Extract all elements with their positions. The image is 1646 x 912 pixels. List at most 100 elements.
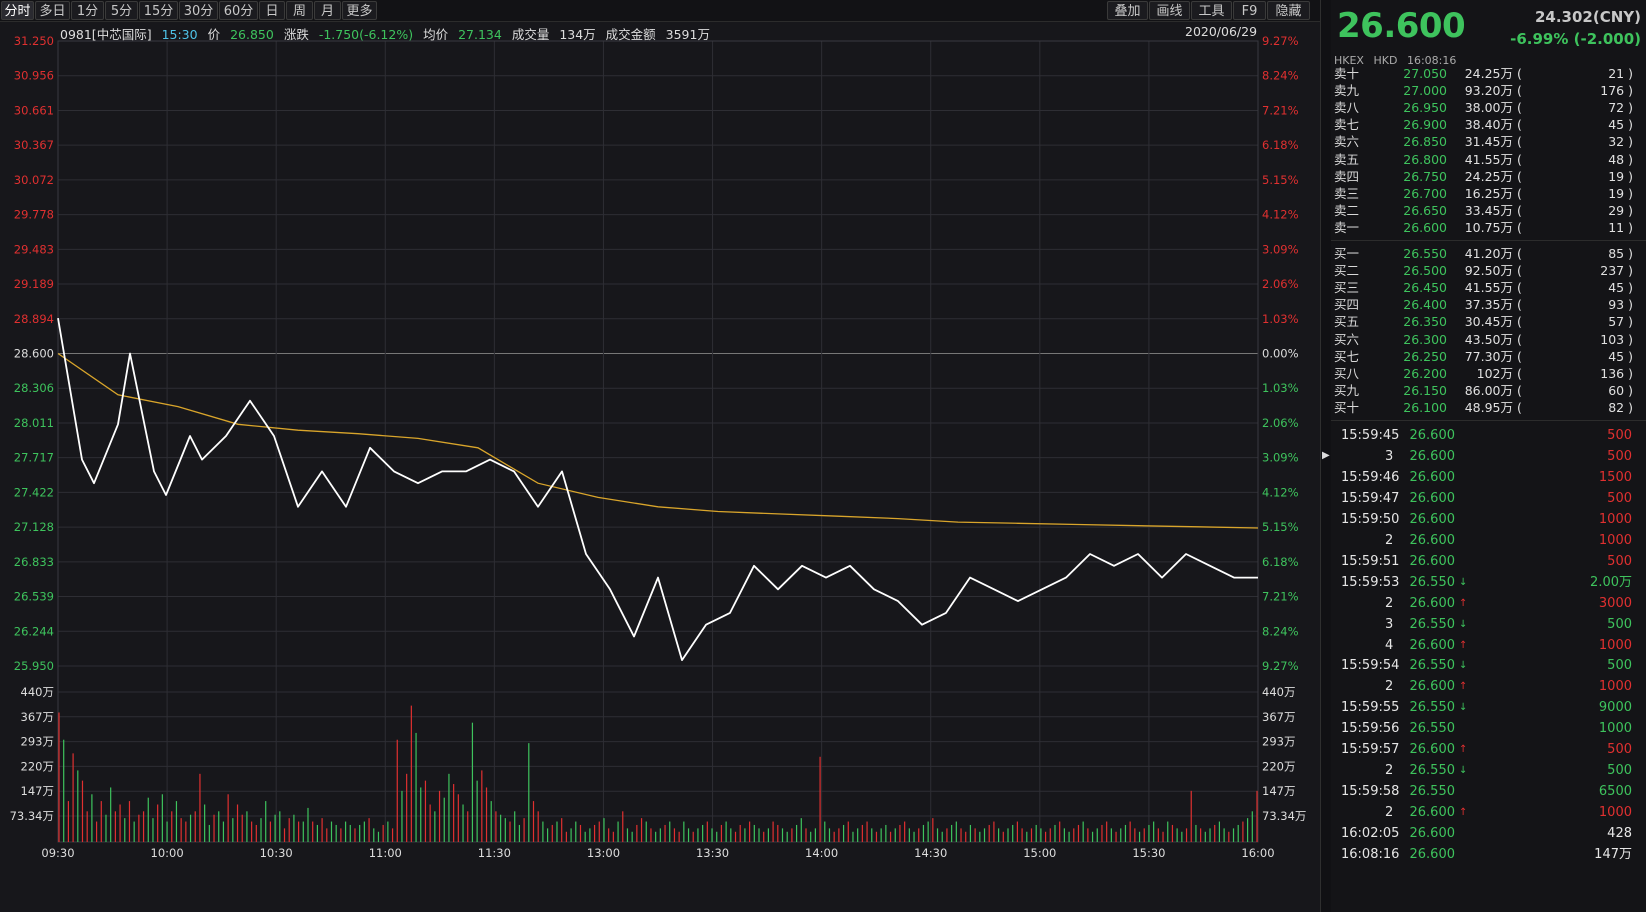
price-line — [57, 317, 1258, 661]
y-tick-label: 26.539 — [14, 590, 54, 604]
pct-tick-label: 2.06% — [1262, 277, 1299, 291]
orderbook-row[interactable]: 买十 26.100 48.95万(82 ) — [1331, 399, 1646, 416]
level-paren: ( — [1517, 365, 1522, 381]
orderbook-row[interactable]: 卖四 26.750 24.25万(19 ) — [1331, 168, 1646, 185]
orderbook-row[interactable]: 买九 26.150 86.00万(60 ) — [1331, 382, 1646, 399]
tick-price: 26.550 — [1409, 721, 1456, 737]
tool-button-3[interactable]: F9 — [1233, 1, 1266, 20]
amount-label: 成交金额 — [605, 27, 656, 42]
tick-time: 2 — [1385, 595, 1394, 611]
orderbook-row[interactable]: 卖七 26.900 38.40万(45 ) — [1331, 116, 1646, 133]
period-tab-2[interactable]: 1分 — [71, 1, 104, 20]
level-paren: ( — [1517, 314, 1522, 330]
tick-time: 15:59:50 — [1341, 511, 1400, 527]
tick-price: 26.600 — [1409, 595, 1456, 611]
tick-price: 26.600 — [1409, 448, 1456, 464]
tick-time: 15:59:47 — [1341, 490, 1400, 506]
avg-value: 27.134 — [458, 27, 502, 42]
y-tick-label: 29.778 — [14, 208, 54, 222]
orderbook-row[interactable]: 卖八 26.950 38.00万(72 ) — [1331, 99, 1646, 116]
period-tab-8[interactable]: 周 — [286, 1, 313, 20]
level-count: 57 ) — [1608, 314, 1633, 330]
tick-time: 16:08:16 — [1341, 847, 1400, 862]
level-paren: ( — [1517, 168, 1522, 184]
arrow-down-icon: ↓ — [1459, 765, 1468, 777]
level-label: 买九 — [1334, 382, 1360, 398]
tick-volume: 500 — [1607, 553, 1632, 569]
tick-row: 2 26.600 ↑ 1000 — [1331, 802, 1646, 823]
tick-volume: 500 — [1607, 490, 1632, 506]
exchange-name: HKEX — [1334, 54, 1364, 67]
level-paren: ( — [1517, 280, 1522, 296]
tick-row: 3 26.600 500 — [1331, 446, 1646, 467]
tool-button-1[interactable]: 画线 — [1149, 1, 1190, 20]
y-tick-label: 30.661 — [14, 103, 54, 117]
last-price: 26.600 — [1337, 6, 1466, 46]
period-tab-7[interactable]: 日 — [259, 1, 285, 20]
level-label: 卖七 — [1334, 117, 1360, 133]
period-tab-4[interactable]: 15分 — [139, 1, 178, 20]
tick-row: 16:08:16 26.600 147万 — [1331, 844, 1646, 865]
period-tab-5[interactable]: 30分 — [179, 1, 218, 20]
level-count: 11 ) — [1608, 219, 1633, 235]
tick-volume: 428 — [1607, 826, 1632, 842]
orderbook-row[interactable]: 卖一 26.600 10.75万(11 ) — [1331, 219, 1646, 236]
tool-button-4[interactable]: 隐藏 — [1267, 1, 1310, 20]
intraday-chart[interactable]: 31.250 9.27% 30.956 8.24% 30.661 7.21% 30.367 6… — [0, 22, 1320, 862]
orderbook-row[interactable]: 买二 26.500 92.50万(237 ) — [1331, 262, 1646, 279]
pct-tick-label: 9.27% — [1262, 659, 1299, 673]
orderbook-row[interactable]: 买七 26.250 77.30万(45 ) — [1331, 348, 1646, 365]
level-label: 卖五 — [1334, 151, 1360, 167]
orderbook-row[interactable]: 买三 26.450 41.55万(45 ) — [1331, 279, 1646, 296]
pct-tick-label: 3.09% — [1262, 242, 1299, 256]
y-tick-label: 27.717 — [14, 451, 54, 465]
pct-tick-label: 1.03% — [1262, 381, 1299, 395]
chart-frame — [57, 40, 1259, 843]
orderbook-row[interactable]: 买五 26.350 30.45万(57 ) — [1331, 313, 1646, 330]
tick-time: 2 — [1385, 805, 1394, 821]
arrow-down-icon: ↓ — [1459, 618, 1468, 630]
tick-time: 4 — [1385, 637, 1394, 653]
orderbook-row[interactable]: 卖九 27.000 93.20万(176 ) — [1331, 82, 1646, 99]
reference-price-cny: 24.302(CNY) — [1534, 8, 1641, 26]
level-count: 72 ) — [1608, 100, 1633, 116]
pct-tick-label: 6.18% — [1262, 138, 1299, 152]
orderbook-row[interactable]: 卖五 26.800 41.55万(48 ) — [1331, 151, 1646, 168]
pct-tick-label: 9.27% — [1262, 34, 1299, 48]
tick-row: 15:59:58 26.550 6500 — [1331, 781, 1646, 802]
level-label: 卖八 — [1334, 100, 1360, 116]
tick-price: 26.600 — [1409, 532, 1456, 548]
level-price: 26.550 — [1403, 246, 1447, 261]
tick-row: 2 26.550 ↓ 500 — [1331, 760, 1646, 781]
period-tab-6[interactable]: 60分 — [219, 1, 258, 20]
period-tab-9[interactable]: 月 — [314, 1, 341, 20]
period-tab-0[interactable]: 分时 — [1, 1, 34, 20]
arrow-up-icon: ↑ — [1459, 639, 1468, 651]
collapse-panel-icon[interactable]: ▶ — [1322, 450, 1330, 461]
price-value: 26.850 — [230, 27, 274, 42]
change-label: 涨跌 — [283, 27, 309, 42]
orderbook-row[interactable]: 卖六 26.850 31.45万(32 ) — [1331, 133, 1646, 150]
orderbook-row[interactable]: 卖三 26.700 16.25万(19 ) — [1331, 185, 1646, 202]
orderbook-row[interactable]: 买八 26.200 102万(136 ) — [1331, 365, 1646, 382]
x-tick-label: 13:30 — [696, 846, 729, 860]
tool-button-2[interactable]: 工具 — [1191, 1, 1232, 20]
orderbook-row[interactable]: 卖十 27.050 24.25万 (21 ) — [1331, 65, 1646, 82]
tool-button-0[interactable]: 叠加 — [1107, 1, 1148, 20]
y-tick-label: 26.244 — [14, 624, 54, 638]
tick-time: 15:59:57 — [1341, 742, 1400, 758]
level-count: 19 ) — [1608, 168, 1633, 184]
pct-tick-label: 6.18% — [1262, 555, 1299, 569]
orderbook-row[interactable]: 卖二 26.650 33.45万(29 ) — [1331, 202, 1646, 219]
orderbook-row[interactable]: 买一 26.550 41.20万 (85 ) — [1331, 245, 1646, 262]
orderbook-row[interactable]: 买六 26.300 43.50万(103 ) — [1331, 331, 1646, 348]
period-tab-1[interactable]: 多日 — [35, 1, 70, 20]
tick-row: 3 26.550 ↓ 500 — [1331, 614, 1646, 635]
level-count: 103 ) — [1600, 331, 1633, 347]
period-tab-10[interactable]: 更多 — [342, 1, 377, 20]
tick-volume: 1000 — [1598, 532, 1632, 548]
x-tick-label: 15:00 — [1023, 846, 1056, 860]
level-count: 45 ) — [1608, 117, 1633, 133]
orderbook-row[interactable]: 买四 26.400 37.35万(93 ) — [1331, 296, 1646, 313]
period-tab-3[interactable]: 5分 — [105, 1, 138, 20]
